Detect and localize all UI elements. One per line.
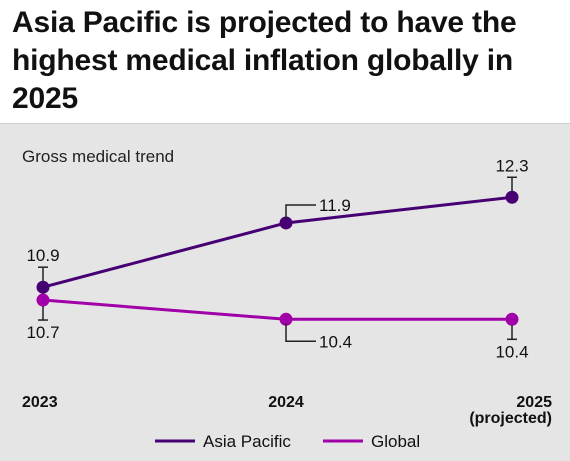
asia-pacific-point-2025 [505,190,519,204]
global-point-2023 [36,293,50,307]
global-leader-2024 [285,323,316,343]
global-line [42,298,512,321]
chart-title: Asia Pacific is projected to have the hi… [12,6,517,115]
global-data-label-2023: 10.7 [26,323,59,342]
x-tick-sublabel-2025: (projected) [469,410,552,427]
y-axis-label: Gross medical trend [22,147,174,166]
global-point-2025 [505,312,519,326]
x-tick-label-2025: 2025 [516,394,552,411]
legend-label-asia-pacific: Asia Pacific [203,432,291,451]
legend-label-global: Global [371,432,420,451]
global-point-2024 [279,312,293,326]
asia-pacific-line [42,195,513,289]
title-divider [0,123,570,124]
x-tick-label-2023: 2023 [22,394,58,411]
asia-pacific-point-2024 [279,216,293,230]
asia-pacific-data-label-2025: 12.3 [495,156,528,175]
asia-pacific-leader-2024 [285,204,316,219]
asia-pacific-data-label-2023: 10.9 [26,246,59,265]
asia-pacific-point-2023 [36,280,50,294]
global-data-label-2024: 10.4 [319,332,352,351]
chart-panel [0,124,570,461]
x-tick-label-2024: 2024 [268,394,304,411]
global-data-label-2025: 10.4 [495,342,528,361]
asia-pacific-data-label-2024: 11.9 [319,196,351,215]
